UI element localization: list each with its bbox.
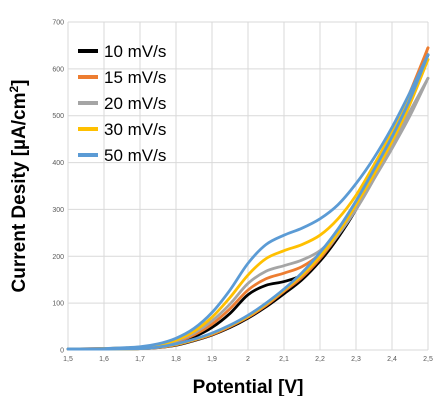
legend-label-15-mv-s: 15 mV/s	[104, 68, 166, 87]
series-line-50-mv-s-forward	[66, 53, 430, 351]
x-axis-ticks: 1,5 1,6 1,7 1,8 1,9 2 2,1 2,2 2,3 2,4 2,5	[63, 356, 433, 363]
x-tick-label: 1,8	[171, 356, 181, 363]
series-lines	[66, 46, 430, 351]
y-tick-label: 400	[52, 160, 64, 167]
y-tick-label: 200	[52, 254, 64, 261]
y-tick-label: 0	[60, 348, 64, 355]
x-tick-label: 1,7	[135, 356, 145, 363]
legend-label-50-mv-s: 50 mV/s	[104, 146, 166, 165]
y-axis-title-sup: 2	[7, 86, 21, 93]
y-tick-label: 600	[52, 66, 64, 73]
x-axis-title: Potential [V]	[193, 377, 304, 396]
y-tick-label: 100	[52, 301, 64, 308]
x-tick-label: 2,2	[315, 356, 325, 363]
legend-label-30-mv-s: 30 mV/s	[104, 120, 166, 139]
y-tick-label: 300	[52, 207, 64, 214]
legend-label-10-mv-s: 10 mV/s	[104, 42, 166, 61]
x-tick-label: 2,1	[279, 356, 289, 363]
legend: 10 mV/s 15 mV/s 20 mV/s 30 mV/s 50 mV/s	[78, 42, 166, 165]
legend-label-20-mv-s: 20 mV/s	[104, 94, 166, 113]
x-tick-label: 1,9	[207, 356, 217, 363]
y-axis-ticks: 0 100 200 300 400 500 600 700	[52, 20, 64, 355]
grid	[67, 21, 429, 351]
x-tick-label: 2	[246, 356, 250, 363]
y-axis-title: Current Desity [µA/cm2]	[7, 80, 30, 293]
series-line-50-mv-s-reverse	[66, 53, 430, 351]
x-tick-label: 2,5	[423, 356, 433, 363]
x-tick-label: 2,3	[351, 356, 361, 363]
y-axis-title-main: Current Desity [µA/cm	[9, 93, 30, 293]
x-tick-label: 1,5	[63, 356, 73, 363]
y-tick-label: 500	[52, 113, 64, 120]
y-tick-label: 700	[52, 20, 64, 27]
x-tick-label: 1,6	[99, 356, 109, 363]
y-axis-title-end: ]	[9, 80, 30, 86]
x-tick-label: 2,4	[387, 356, 397, 363]
